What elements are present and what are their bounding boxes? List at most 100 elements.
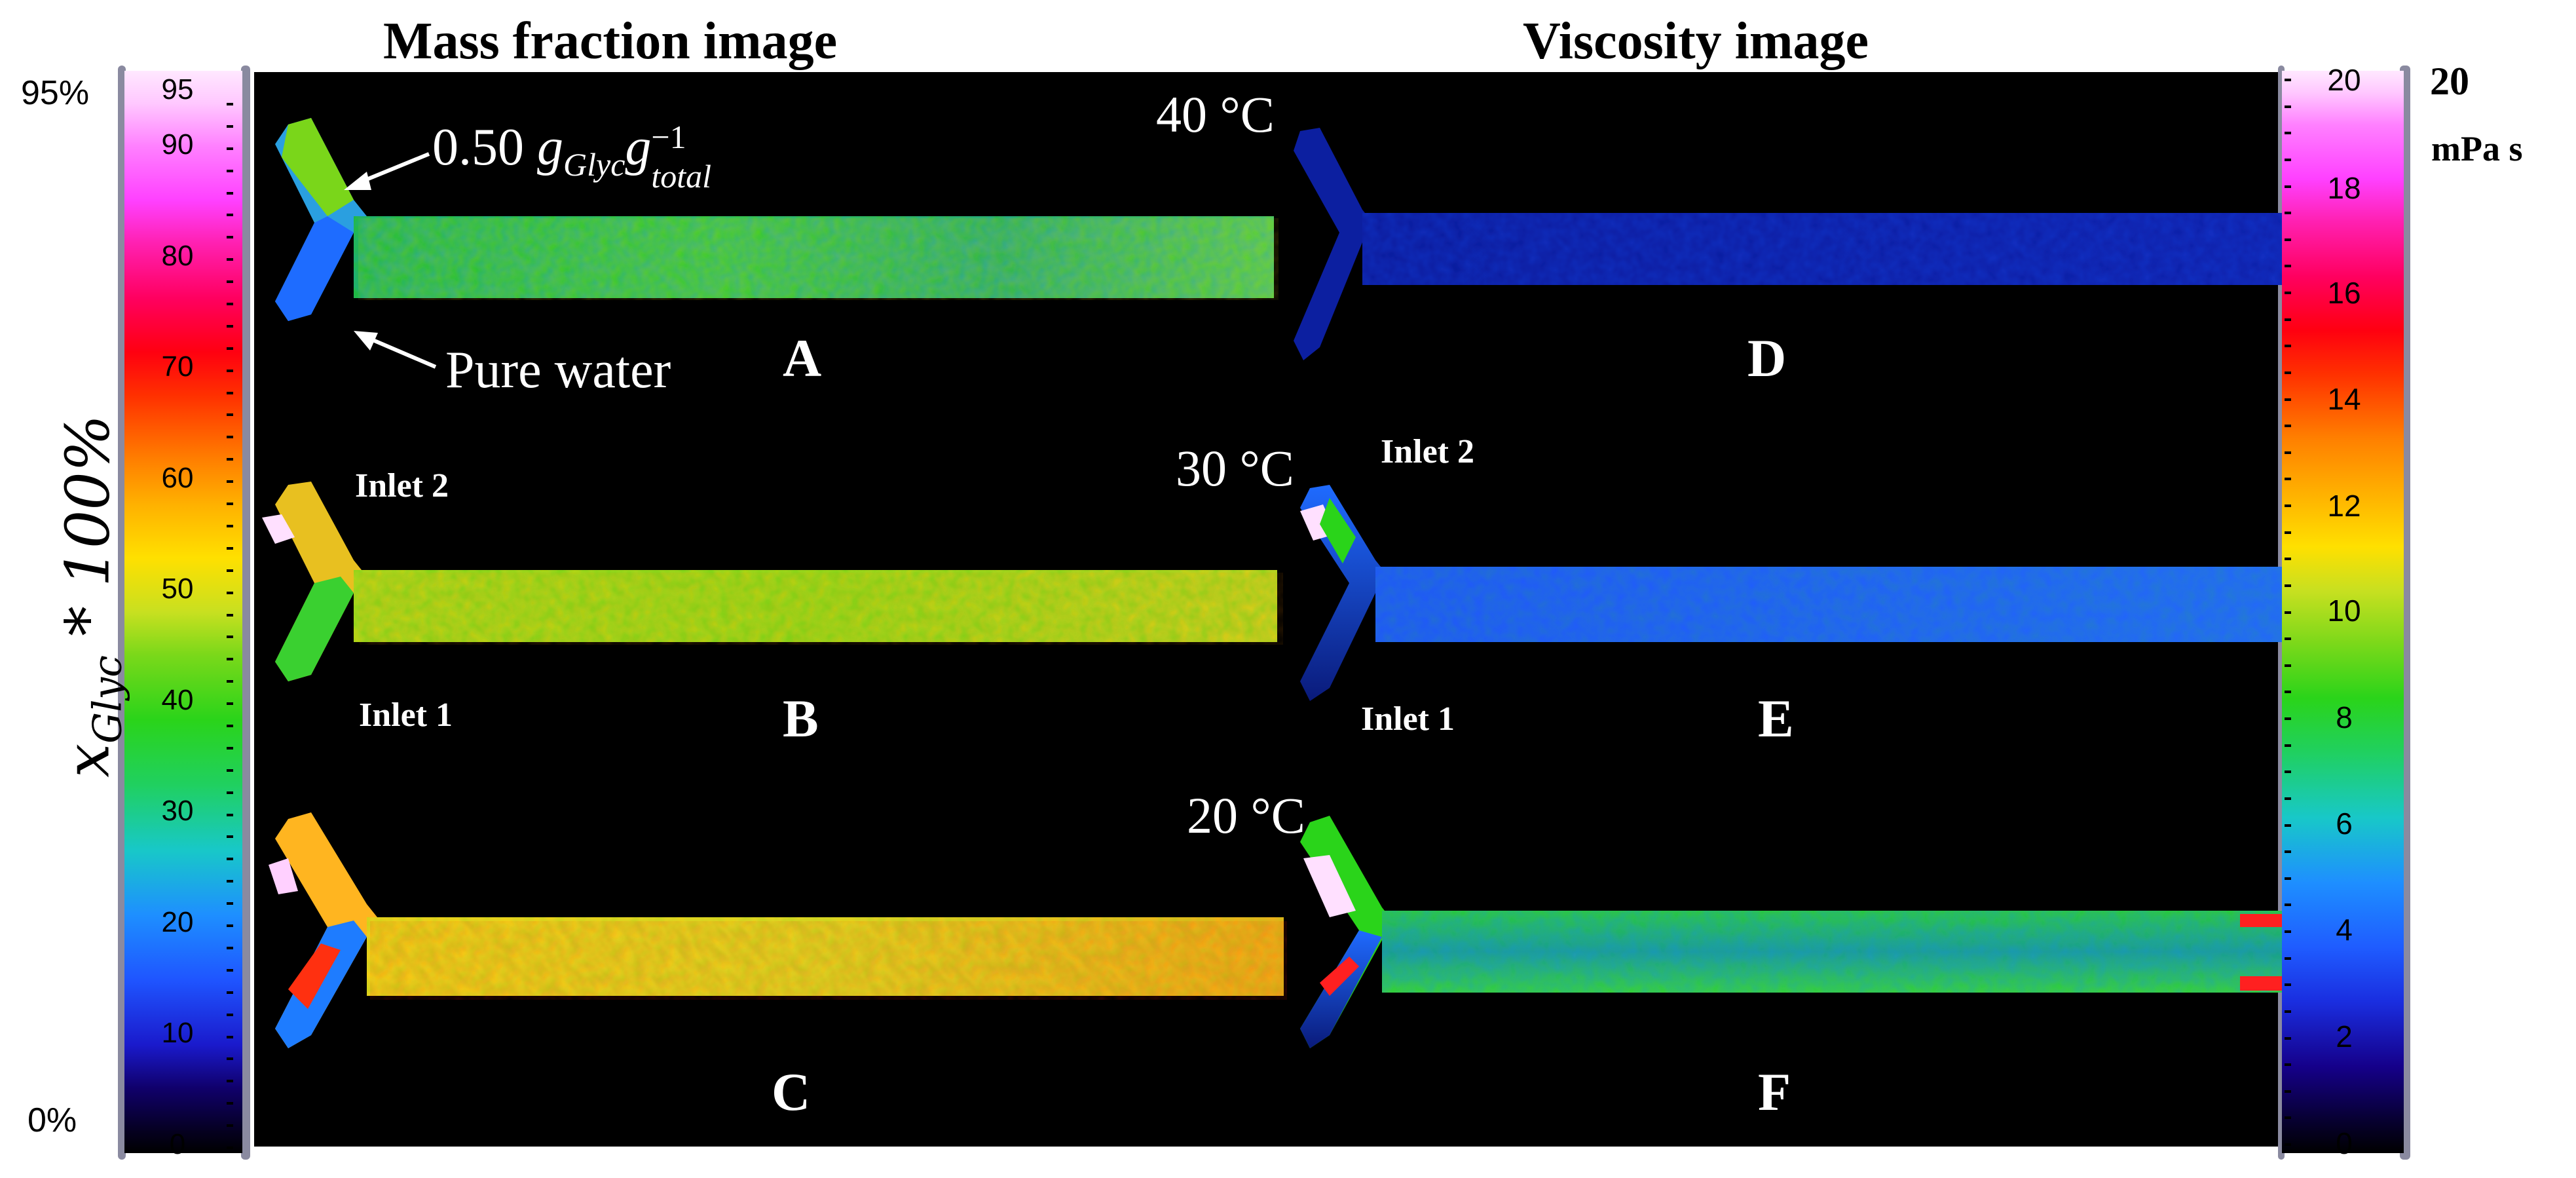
left-colorbar-minor-tick: [227, 124, 233, 128]
right-colorbar: [2282, 71, 2404, 1153]
left-colorbar-minor-tick: [227, 458, 233, 461]
arrow-to-water-inlet: [354, 331, 437, 369]
left-colorbar-minor-tick: [227, 303, 233, 305]
mass-fraction-sub-glyc: Glyc: [563, 146, 625, 183]
left-colorbar-minor-tick: [227, 591, 233, 594]
right-colorbar-minor-tick: [2285, 105, 2291, 108]
left-colorbar-minor-tick: [227, 191, 233, 195]
right-tick-2: 2: [2336, 1019, 2353, 1054]
temperature-20: 20 °C: [1187, 787, 1305, 844]
glycerol-mass-fraction-annotation: 0.50 gGlycg −1 total: [432, 118, 756, 195]
right-colorbar-minor-tick: [2285, 1063, 2291, 1067]
right-tick-16: 16: [2327, 276, 2361, 310]
panel-label-B: B: [783, 689, 819, 748]
right-colorbar-minor-tick: [2285, 1036, 2291, 1040]
left-colorbar-minor-tick: [227, 1057, 233, 1061]
left-colorbar-minor-tick: [227, 880, 233, 883]
mass-fraction-sub-total: total: [651, 158, 712, 195]
left-colorbar-minor-tick: [227, 391, 233, 394]
inlet-1-label-left: Inlet 1: [359, 696, 453, 734]
right-tick-6: 6: [2336, 807, 2353, 841]
right-colorbar-minor-tick: [2285, 425, 2291, 428]
right-tick-20: 20: [2327, 63, 2361, 97]
right-tick-8: 8: [2336, 700, 2353, 734]
channel-D: [1294, 128, 2282, 360]
right-colorbar-unit: mPa s: [2431, 129, 2523, 168]
right-tick-12: 12: [2327, 489, 2361, 523]
left-colorbar-minor-tick: [227, 347, 233, 350]
right-colorbar-minor-tick: [2285, 717, 2291, 720]
left-colorbar-minor-tick: [227, 968, 233, 972]
left-colorbar-minor-tick: [227, 169, 233, 172]
right-colorbar-minor-tick: [2285, 983, 2291, 987]
left-colorbar-minor-tick: [227, 680, 233, 683]
left-colorbar-top-label: 95%: [21, 74, 90, 112]
mass-fraction-value: 0.50: [432, 119, 524, 176]
left-colorbar-minor-tick: [227, 1035, 233, 1038]
channel-F: [1300, 816, 2282, 1048]
channel-B: [262, 482, 1283, 681]
left-colorbar-minor-tick: [227, 524, 233, 527]
channel-C: [269, 812, 1287, 1048]
left-colorbar-minor-tick: [227, 147, 233, 150]
left-colorbar: [124, 71, 242, 1153]
left-tick-80: 80: [161, 240, 194, 272]
right-colorbar-minor-tick: [2285, 265, 2291, 268]
right-colorbar-minor-tick: [2285, 930, 2291, 933]
left-tick-40: 40: [161, 684, 194, 716]
channel-A: [275, 118, 1279, 321]
left-colorbar-minor-tick: [227, 258, 233, 261]
left-colorbar-minor-tick: [227, 946, 233, 949]
panel-label-D: D: [1747, 328, 1787, 388]
right-colorbar-minor-tick: [2285, 691, 2291, 694]
right-colorbar-minor-tick: [2285, 212, 2291, 215]
right-colorbar-minor-tick: [2285, 345, 2291, 348]
right-colorbar-minor-tick: [2285, 611, 2291, 614]
left-colorbar-minor-tick: [227, 791, 233, 794]
left-colorbar-minor-tick: [227, 236, 233, 239]
right-colorbar-top-value: 20: [2430, 60, 2469, 103]
right-tick-0: 0: [2336, 1126, 2353, 1160]
right-colorbar-minor-tick: [2285, 1143, 2291, 1146]
panel-label-A: A: [783, 328, 822, 388]
inlet-2-label-right: Inlet 2: [1381, 433, 1474, 470]
left-colorbar-minor-tick: [227, 1102, 233, 1105]
left-colorbar-minor-tick: [227, 369, 233, 372]
right-colorbar-minor-tick: [2285, 957, 2291, 960]
left-tick-30: 30: [161, 795, 194, 827]
arrow-to-glycerol-inlet: [344, 152, 430, 190]
left-colorbar-bottom-label: 0%: [28, 1101, 77, 1139]
right-colorbar-minor-tick: [2285, 664, 2291, 667]
right-colorbar-minor-tick: [2285, 318, 2291, 321]
right-tick-4: 4: [2336, 913, 2353, 947]
left-colorbar-minor-tick: [227, 835, 233, 839]
right-colorbar-minor-tick: [2285, 238, 2291, 241]
left-colorbar-minor-tick: [227, 725, 233, 727]
left-tick-95: 95: [161, 73, 194, 105]
right-colorbar-minor-tick: [2285, 797, 2291, 800]
panel-label-F: F: [1758, 1062, 1791, 1122]
channel-E: [1300, 485, 2282, 701]
left-tick-90: 90: [161, 128, 194, 161]
left-colorbar-minor-tick: [227, 636, 233, 639]
left-colorbar-minor-tick: [227, 1080, 233, 1083]
left-colorbar-minor-tick: [227, 991, 233, 994]
right-colorbar-minor-tick: [2285, 371, 2291, 374]
viscosity-title: Viscosity image: [1523, 12, 1869, 70]
mass-fraction-unit-g2: g: [625, 119, 652, 176]
left-colorbar-minor-tick: [227, 702, 233, 706]
inlet-1-label-right: Inlet 1: [1361, 700, 1455, 738]
right-colorbar-minor-tick: [2285, 877, 2291, 880]
mass-fraction-unit-g1: g: [537, 119, 563, 176]
right-colorbar-minor-tick: [2285, 132, 2291, 135]
right-colorbar-minor-tick: [2285, 770, 2291, 774]
left-colorbar-frame-left: [118, 66, 126, 1160]
left-colorbar-minor-tick: [227, 613, 233, 617]
left-colorbar-minor-tick: [227, 102, 233, 105]
left-colorbar-minor-tick: [227, 1013, 233, 1016]
left-tick-20: 20: [161, 906, 194, 938]
right-tick-10: 10: [2327, 594, 2361, 628]
left-colorbar-minor-tick: [227, 902, 233, 905]
left-colorbar-minor-tick: [227, 280, 233, 284]
